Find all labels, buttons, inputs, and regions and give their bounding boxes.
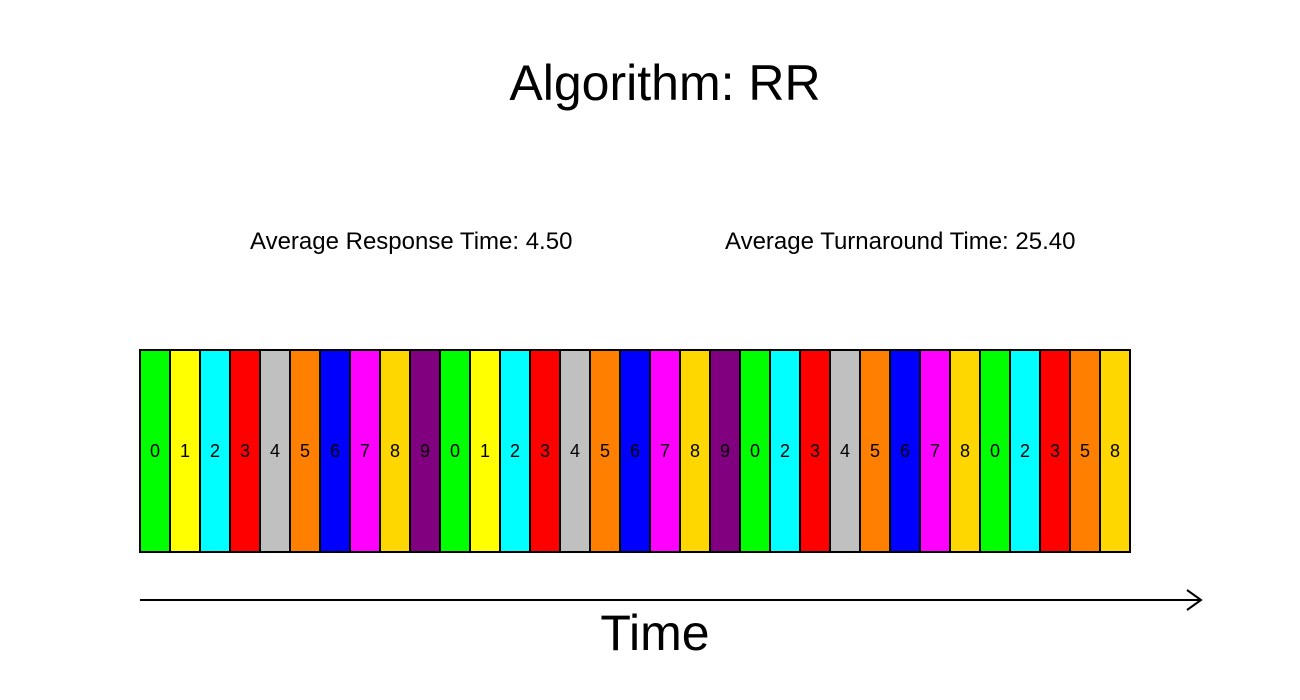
time-slot-process-1: 1 bbox=[170, 351, 200, 551]
time-slot-process-0: 0 bbox=[440, 351, 470, 551]
time-slot-process-8: 8 bbox=[1100, 351, 1130, 551]
time-slot-process-5: 5 bbox=[1070, 351, 1100, 551]
time-slot-process-9: 9 bbox=[410, 351, 440, 551]
time-slot-process-8: 8 bbox=[950, 351, 980, 551]
time-slot-process-6: 6 bbox=[620, 351, 650, 551]
time-slot-process-9: 9 bbox=[710, 351, 740, 551]
time-slot-process-5: 5 bbox=[590, 351, 620, 551]
time-slot-process-6: 6 bbox=[890, 351, 920, 551]
time-slot-process-5: 5 bbox=[290, 351, 320, 551]
time-slot-process-1: 1 bbox=[470, 351, 500, 551]
time-slot-process-3: 3 bbox=[1040, 351, 1070, 551]
time-slot-process-8: 8 bbox=[680, 351, 710, 551]
time-slot-process-6: 6 bbox=[320, 351, 350, 551]
time-axis-arrow bbox=[140, 589, 1203, 611]
average-response-time: Average Response Time: 4.50 bbox=[250, 228, 573, 255]
time-slot-process-3: 3 bbox=[800, 351, 830, 551]
time-slot-process-7: 7 bbox=[650, 351, 680, 551]
time-slot-process-8: 8 bbox=[380, 351, 410, 551]
time-slot-process-5: 5 bbox=[860, 351, 890, 551]
time-slot-process-2: 2 bbox=[500, 351, 530, 551]
time-slot-process-0: 0 bbox=[740, 351, 770, 551]
time-slot-process-3: 3 bbox=[230, 351, 260, 551]
time-slot-process-2: 2 bbox=[200, 351, 230, 551]
time-slot-process-4: 4 bbox=[560, 351, 590, 551]
time-slot-process-4: 4 bbox=[830, 351, 860, 551]
time-slot-process-0: 0 bbox=[980, 351, 1010, 551]
time-slot-process-0: 0 bbox=[140, 351, 170, 551]
time-slot-process-4: 4 bbox=[260, 351, 290, 551]
time-slot-process-7: 7 bbox=[350, 351, 380, 551]
time-slot-process-2: 2 bbox=[1010, 351, 1040, 551]
time-slot-process-3: 3 bbox=[530, 351, 560, 551]
time-axis-label: Time bbox=[600, 605, 710, 661]
time-slot-process-7: 7 bbox=[920, 351, 950, 551]
time-slot-process-2: 2 bbox=[770, 351, 800, 551]
average-turnaround-time: Average Turnaround Time: 25.40 bbox=[725, 228, 1076, 255]
chart-title: Algorithm: RR bbox=[509, 55, 821, 111]
